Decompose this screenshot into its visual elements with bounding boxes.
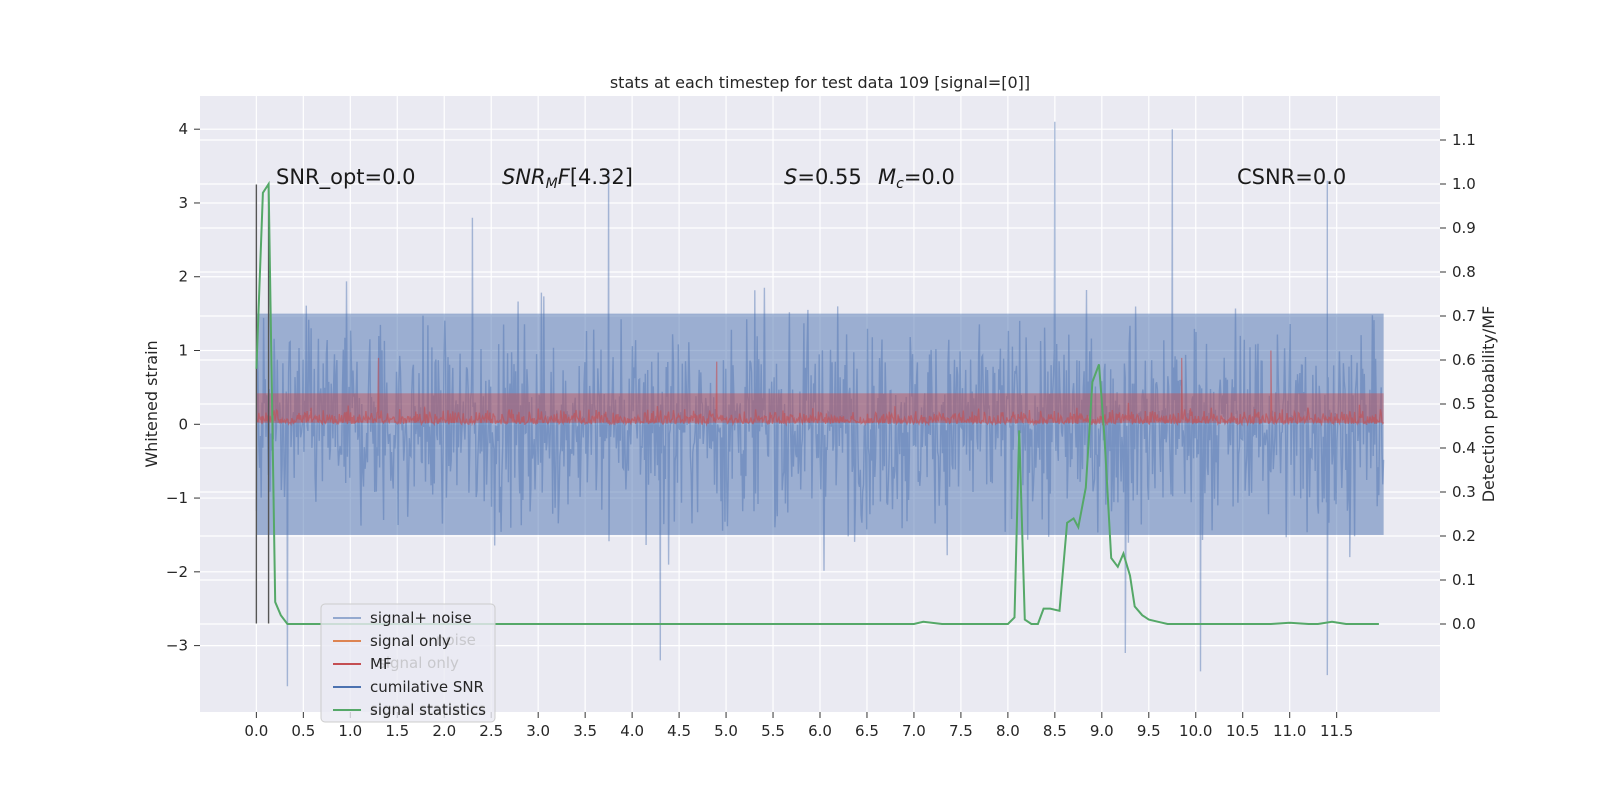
x-tick-label: 9.5 [1137, 722, 1161, 740]
y-tick-label: 1 [178, 342, 188, 360]
y-tick-label: −2 [166, 563, 188, 581]
signal-noise-series [255, 121, 1385, 687]
legend-label: signal+ noise [370, 609, 472, 627]
annotation-snr-opt: SNR_opt=0.0 [276, 165, 416, 190]
x-tick-label: 3.5 [573, 722, 597, 740]
legend-label: signal statistics [370, 701, 486, 719]
x-tick-label: 4.0 [620, 722, 644, 740]
x-tick-label: 9.0 [1090, 722, 1114, 740]
y2-tick-label: 0.2 [1452, 527, 1476, 545]
x-tick-label: 4.5 [667, 722, 691, 740]
x-tick-label: 10.0 [1179, 722, 1212, 740]
x-tick-label: 2.0 [432, 722, 456, 740]
annotation-mc: Mc=0.0 [878, 165, 955, 192]
y2-tick-label: 0.4 [1452, 439, 1476, 457]
x-tick-label: 2.5 [479, 722, 503, 740]
annotation-snr-mf-value: [4.32] [570, 165, 633, 189]
signal-statistics-line [255, 180, 1379, 625]
y2-tick-label: 1.0 [1452, 175, 1476, 193]
legend-ghost-2: signal only [378, 654, 459, 672]
y2-tick-label: 0.8 [1452, 263, 1476, 281]
annotation-mc-value: =0.0 [904, 165, 955, 189]
x-tick-label: 11.0 [1273, 722, 1306, 740]
y-tick-label: 4 [178, 120, 188, 138]
y2-tick-label: 1.1 [1452, 131, 1476, 149]
x-tick-label: 0.5 [291, 722, 315, 740]
y2-tick-label: 0.0 [1452, 615, 1476, 633]
vertical-marker-lines [255, 184, 270, 624]
x-tick-label: 8.0 [996, 722, 1020, 740]
legend-box [320, 603, 496, 723]
annotation-s: S=0.55 [784, 165, 862, 189]
y2-tick-label: 0.7 [1452, 307, 1476, 325]
y2-axis-title: Detection probability/MF [1479, 306, 1498, 503]
y-tick-label: 2 [178, 268, 188, 286]
annotation-csnr: CSNR=0.0 [1237, 165, 1346, 189]
signal-noise-line [255, 121, 1385, 687]
x-tick-label: 5.0 [714, 722, 738, 740]
chart-title: stats at each timestep for test data 109… [610, 73, 1030, 92]
legend-label: MF [370, 655, 392, 673]
y-tick-label: 3 [178, 194, 188, 212]
legend-label: cumilative SNR [370, 678, 484, 696]
x-tick-label: 8.5 [1043, 722, 1067, 740]
y2-tick-label: 0.1 [1452, 571, 1476, 589]
y2-tick-label: 0.6 [1452, 351, 1476, 369]
annotation-snr-mf: SNRMF[4.32] [502, 165, 633, 192]
signal-noise-band [256, 313, 1384, 535]
signal-statistics-series [255, 180, 1379, 625]
x-axis-ticks: 0.0 0.5 1.0 1.5 2.0 2.5 3.0 3.5 4.0 4.5 5.0 5.5 6.0 6… [244, 712, 1353, 740]
y-tick-label: −3 [166, 637, 188, 655]
x-tick-label: 7.5 [949, 722, 973, 740]
mf-series [255, 350, 1385, 427]
legend-ghost-3: signal statistics [370, 700, 486, 718]
y2-tick-label: 0.9 [1452, 219, 1476, 237]
legend-label: signal only [370, 632, 451, 650]
x-tick-label: 5.5 [761, 722, 785, 740]
y2-tick-label: 0.5 [1452, 395, 1476, 413]
y-axis-title: Whitened strain [142, 340, 161, 467]
mf-line [255, 350, 1385, 427]
x-tick-label: 10.5 [1226, 722, 1259, 740]
x-tick-label: 1.5 [385, 722, 409, 740]
x-tick-label: 0.0 [244, 722, 268, 740]
legend: noise signal only signal statistics sign… [320, 603, 496, 723]
legend-ghost-1: noise [436, 631, 476, 649]
annotation-s-value: =0.55 [797, 165, 861, 189]
y2-axis-ticks: 1.1 1.0 0.9 0.8 0.7 0.6 0.5 0.4 0.3 0.2 0.1 0.0 [1440, 131, 1476, 633]
x-tick-label: 6.5 [855, 722, 879, 740]
x-tick-label: 3.0 [526, 722, 550, 740]
x-tick-label: 6.0 [808, 722, 832, 740]
y2-tick-label: 0.3 [1452, 483, 1476, 501]
x-tick-label: 1.0 [338, 722, 362, 740]
y-tick-label: −1 [166, 489, 188, 507]
x-tick-label: 11.5 [1320, 722, 1353, 740]
y-tick-label: 0 [178, 415, 188, 433]
x-tick-label: 7.0 [902, 722, 926, 740]
y-axis-ticks: 4 3 2 1 0 −1 −2 −3 [166, 120, 200, 655]
